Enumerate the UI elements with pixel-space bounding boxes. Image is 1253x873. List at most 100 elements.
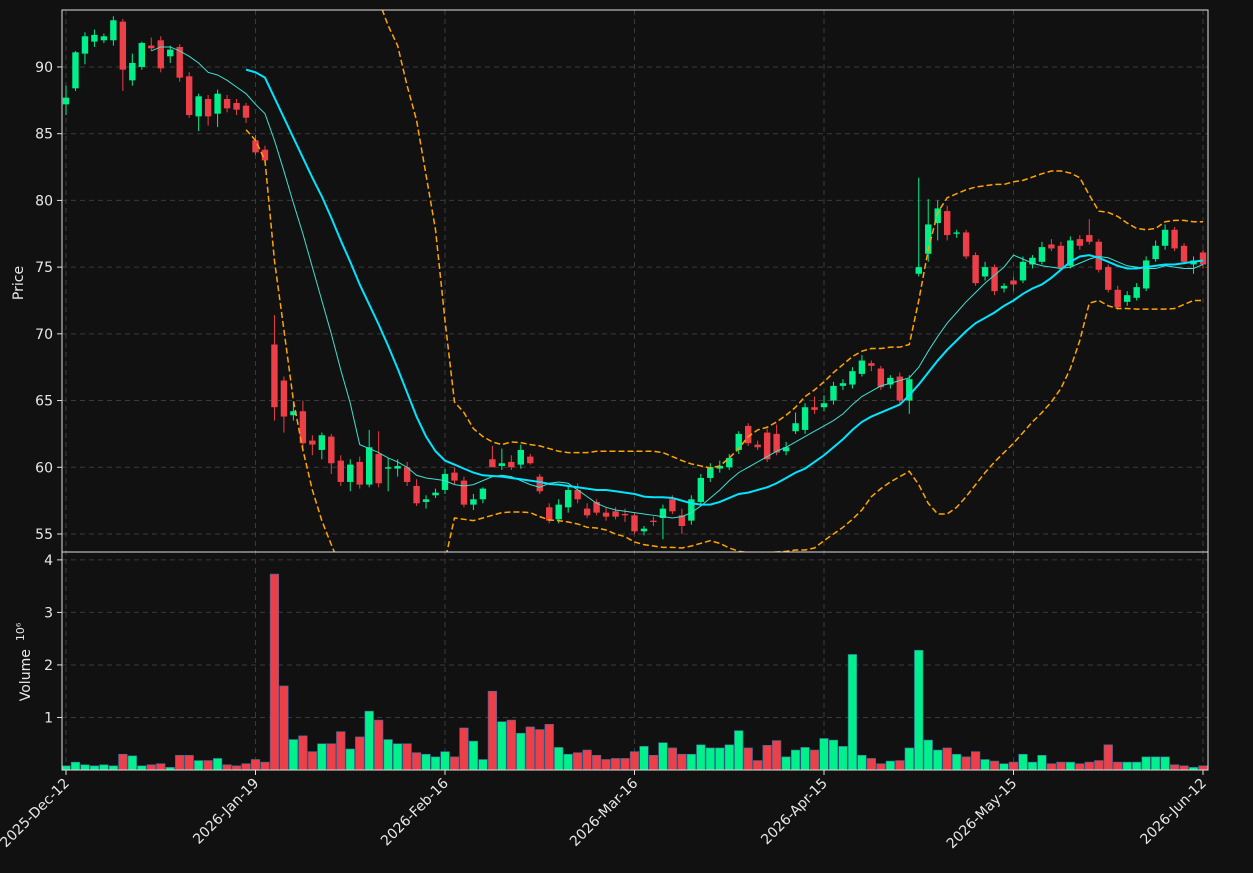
volume-bar xyxy=(876,763,886,770)
volume-bar xyxy=(326,743,336,770)
volume-bar xyxy=(1008,761,1019,770)
volume-bar xyxy=(1037,754,1047,770)
volume-bar xyxy=(449,756,460,770)
price-panel xyxy=(62,10,1207,552)
volume-bar xyxy=(610,758,621,770)
candle-body xyxy=(697,477,705,502)
volume-bar xyxy=(402,743,412,770)
volume-bar xyxy=(790,749,801,770)
volume-bar xyxy=(1075,763,1085,770)
candle-body xyxy=(555,504,562,520)
candle-body xyxy=(356,461,363,485)
volume-bar xyxy=(658,742,668,770)
candle-body xyxy=(422,499,430,502)
candle-body xyxy=(328,436,335,464)
volume-bar xyxy=(62,765,71,770)
candle-body xyxy=(640,528,648,532)
candle-body xyxy=(167,49,174,57)
candle-body xyxy=(726,457,733,468)
candle-body xyxy=(403,467,411,482)
volume-bar xyxy=(772,740,782,770)
candle-body xyxy=(754,444,761,448)
volume-bar xyxy=(1198,765,1208,770)
volume-bar xyxy=(1046,763,1056,770)
y-tick-label: 65 xyxy=(35,394,53,410)
volume-bar xyxy=(288,739,299,770)
y-tick-label: 1 xyxy=(44,710,53,726)
candle-body xyxy=(479,488,487,500)
volume-bar xyxy=(819,738,829,770)
volume-bar xyxy=(393,743,403,770)
candle-body xyxy=(858,360,866,374)
volume-bar xyxy=(1132,761,1142,770)
candle-body xyxy=(953,232,960,234)
candle-body xyxy=(527,456,534,464)
y-tick-label: 75 xyxy=(35,260,53,276)
volume-bar xyxy=(952,753,962,770)
candle-body xyxy=(745,425,752,444)
volume-bar xyxy=(468,740,479,770)
candle-body xyxy=(877,368,885,388)
candle-body xyxy=(735,433,742,450)
volume-bar xyxy=(828,739,839,770)
candle-body xyxy=(792,423,799,432)
y-tick-label: 2 xyxy=(44,658,53,674)
candle-body xyxy=(347,464,354,482)
candle-body xyxy=(1057,245,1065,269)
volume-bar xyxy=(933,749,943,770)
candle-body xyxy=(81,36,89,54)
volume-bar xyxy=(1103,744,1113,770)
volume-panel xyxy=(62,573,1208,770)
candle-body xyxy=(1133,287,1140,298)
candle-body xyxy=(536,476,543,492)
candle-body xyxy=(868,363,875,366)
volume-bar xyxy=(127,755,137,770)
volume-bar xyxy=(724,744,734,770)
candle-body xyxy=(631,515,638,532)
candle-body xyxy=(280,380,288,417)
volume-bar xyxy=(923,739,933,770)
candle-body xyxy=(1029,257,1036,265)
volume-bar xyxy=(629,751,640,770)
volume-bar xyxy=(980,759,990,770)
y-tick-label: 80 xyxy=(35,193,53,209)
candle-body xyxy=(716,465,723,469)
volume-bar xyxy=(857,754,867,770)
volume-bar xyxy=(421,753,431,770)
candle-body xyxy=(1180,245,1188,262)
candle-body xyxy=(119,21,127,70)
candle-body xyxy=(650,520,657,522)
volume-bar xyxy=(374,719,384,770)
candle-body xyxy=(441,473,449,490)
candle-body xyxy=(1038,247,1046,262)
volume-bar xyxy=(1113,761,1123,770)
candle-body xyxy=(252,140,259,153)
volume-bar xyxy=(601,759,611,770)
candle-body xyxy=(839,383,847,386)
candle-body xyxy=(574,489,581,500)
candle-body xyxy=(1124,295,1131,302)
candle-body xyxy=(1171,229,1178,249)
candle-body xyxy=(1114,289,1121,308)
volume-bar xyxy=(1056,761,1066,770)
volume-bar xyxy=(1065,761,1075,770)
volume-bar xyxy=(970,751,981,770)
volume-bar xyxy=(895,760,905,770)
volume-bar xyxy=(914,649,924,770)
volume-bar xyxy=(307,751,317,770)
indicator-line xyxy=(151,46,1204,519)
volume-bar xyxy=(241,763,251,770)
volume-bar xyxy=(430,756,441,770)
volume-frame xyxy=(61,551,1209,771)
volume-bar xyxy=(516,732,526,770)
candle-body xyxy=(801,407,809,430)
y-tick-label: 4 xyxy=(44,553,53,569)
candle-body xyxy=(906,379,913,401)
volume-bar xyxy=(961,756,971,770)
volume-bar xyxy=(1018,753,1028,770)
candle-body xyxy=(925,224,932,254)
volume-bar xyxy=(1169,764,1180,770)
candle-body xyxy=(223,98,231,109)
candle-body xyxy=(100,36,108,41)
